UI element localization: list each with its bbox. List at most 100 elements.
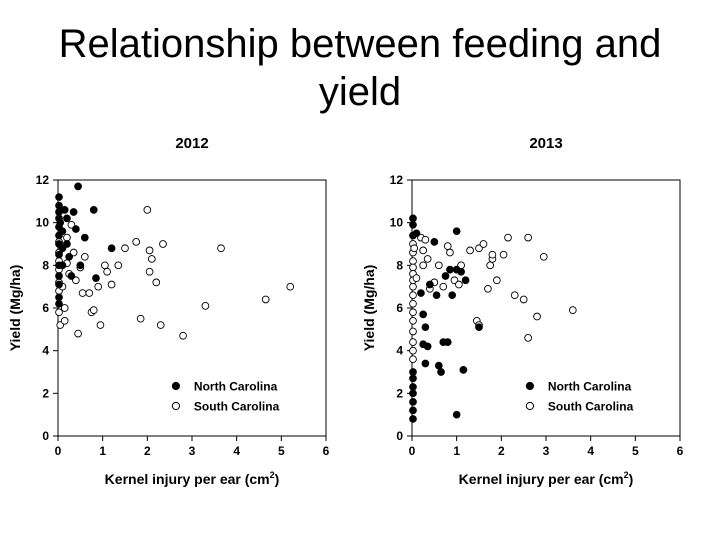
chart-1-point-north-carolina <box>459 366 468 374</box>
chart-1-point-north-carolina <box>434 361 443 370</box>
chart-2013: 2013 0 1 2 3 4 5 6 0 2 4 6 8 10 12 Kernel injury per ea… <box>354 118 714 498</box>
chart-1-point-north-carolina <box>452 227 461 236</box>
chart-1-point-south-carolina <box>409 282 417 291</box>
chart-0-point-south-carolina <box>107 280 116 289</box>
chart-0-point-south-carolina <box>55 308 63 317</box>
chart-0-point-south-carolina <box>74 329 82 338</box>
chart-0-point-north-carolina <box>65 252 74 261</box>
chart-1-point-south-carolina <box>493 276 501 285</box>
chart-0-point-north-carolina <box>76 261 85 270</box>
chart-0-x-axis-label-suffix: ) <box>275 471 280 487</box>
chart-0-point-south-carolina <box>101 261 109 270</box>
chart-0-point-north-carolina <box>55 299 63 308</box>
chart-1-x-tick-label: 5 <box>632 444 639 458</box>
chart-0-point-south-carolina <box>145 246 154 255</box>
chart-0-point-south-carolina <box>217 244 225 253</box>
chart-0-y-tick-label: 12 <box>36 173 50 187</box>
chart-0-point-south-carolina <box>60 304 69 312</box>
chart-0-point-south-carolina <box>152 278 161 287</box>
chart-0-point-south-carolina <box>201 302 210 310</box>
chart-0-x-tick-label: 2 <box>144 444 151 458</box>
chart-1-x-axis-label-suffix: ) <box>629 471 634 487</box>
chart-0-legend-label: North Carolina <box>194 380 278 394</box>
chart-0-point-south-carolina <box>103 267 111 276</box>
chart-1-y-tick-label: 10 <box>390 216 404 230</box>
chart-0-point-north-carolina <box>60 206 69 214</box>
chart-1-plot-frame <box>411 179 681 437</box>
chart-1-point-south-carolina <box>410 244 419 253</box>
chart-0-point-north-carolina <box>72 225 80 233</box>
chart-1-legend-marker-south-carolina <box>525 401 535 411</box>
chart-0-x-tick-label: 5 <box>278 444 285 458</box>
chart-1-point-south-carolina <box>409 257 417 265</box>
chart-0-x-tick-label: 1 <box>99 444 106 458</box>
chart-0-point-north-carolina <box>63 214 71 223</box>
chart-0-point-north-carolina <box>55 250 63 259</box>
chart-0-point-north-carolina <box>69 208 78 216</box>
chart-1-point-north-carolina <box>457 267 465 276</box>
chart-1-point-north-carolina <box>409 398 417 406</box>
chart-0-point-south-carolina <box>261 295 270 304</box>
chart-1-point-south-carolina <box>524 233 532 242</box>
chart-1-point-north-carolina <box>475 323 483 332</box>
chart-0-y-tick-label: 6 <box>42 301 49 315</box>
chart-1-point-north-carolina <box>452 410 461 419</box>
chart-1-point-north-carolina <box>430 238 439 246</box>
chart-1-point-south-carolina <box>439 282 448 291</box>
chart-1-point-south-carolina <box>419 261 428 270</box>
chart-1-point-south-carolina <box>466 246 474 255</box>
chart-0-x-tick-label: 0 <box>55 444 62 458</box>
chart-0-point-south-carolina <box>159 240 167 248</box>
chart-1-y-tick-label: 2 <box>396 386 403 400</box>
slide-title-line1: Relationship between feeding and <box>58 22 662 66</box>
chart-0-y-tick-label: 0 <box>42 429 49 443</box>
chart-0-x-tick-label: 4 <box>233 444 240 458</box>
chart-1-y-tick-label: 6 <box>396 301 403 315</box>
chart-0-point-south-carolina <box>147 255 156 263</box>
chart-1-x-tick-label: 6 <box>677 444 684 458</box>
chart-0-point-north-carolina <box>56 218 65 227</box>
chart-1-y-tick-label: 12 <box>390 173 404 187</box>
chart-1-point-north-carolina <box>409 383 417 391</box>
chart-1-y-axis-label: Yield (Mg/ha) <box>361 265 377 352</box>
chart-0-y-tick-label: 10 <box>36 216 50 230</box>
chart-0-point-south-carolina <box>132 238 141 246</box>
chart-1-y-tick-label: 4 <box>396 344 403 358</box>
chart-0-point-south-carolina <box>121 244 129 253</box>
chart-1-point-north-carolina <box>461 276 470 285</box>
chart-0-point-south-carolina <box>80 252 89 261</box>
chart-1-point-south-carolina <box>446 248 454 257</box>
chart-0-point-north-carolina <box>89 206 98 214</box>
chart-1-y-tick-label: 8 <box>396 258 403 272</box>
chart-0-point-north-carolina <box>80 233 89 242</box>
chart-1-legend-marker-north-carolina <box>525 381 535 391</box>
chart-0-y-tick-label: 8 <box>42 258 49 272</box>
chart-1-point-south-carolina <box>409 355 417 364</box>
chart-1-x-tick-label: 4 <box>587 444 594 458</box>
chart-0-legend-label: South Carolina <box>194 400 280 414</box>
chart-1-point-north-carolina <box>419 310 428 319</box>
chart-0-y-tick-label: 4 <box>42 344 49 358</box>
chart-1-x-tick-label: 2 <box>498 444 505 458</box>
chart-0-point-south-carolina <box>63 233 71 242</box>
chart-1-point-south-carolina <box>533 312 541 321</box>
chart-0-point-north-carolina <box>92 274 100 282</box>
chart-0-point-south-carolina <box>114 261 123 270</box>
chart-1-point-north-carolina <box>441 272 450 280</box>
chart-0-point-south-carolina <box>143 206 152 214</box>
chart-1-point-south-carolina <box>519 295 528 304</box>
chart-0-x-axis-label: Kernel injury per ear (cm2) <box>105 470 280 487</box>
chart-1-point-north-carolina <box>417 289 425 297</box>
chart-1-point-north-carolina <box>409 389 417 398</box>
chart-0-point-south-carolina <box>85 289 94 297</box>
chart-1-point-south-carolina <box>409 299 417 308</box>
chart-1-point-south-carolina <box>423 255 432 263</box>
chart-0-point-north-carolina <box>107 244 116 253</box>
chart-1-point-south-carolina <box>504 233 512 242</box>
chart-1-y-tick-label: 0 <box>396 429 403 443</box>
chart-0-point-south-carolina <box>145 267 154 276</box>
chart-1-point-south-carolina <box>409 338 417 346</box>
chart-0-point-south-carolina <box>179 331 187 340</box>
chart-0-point-north-carolina <box>55 280 63 289</box>
